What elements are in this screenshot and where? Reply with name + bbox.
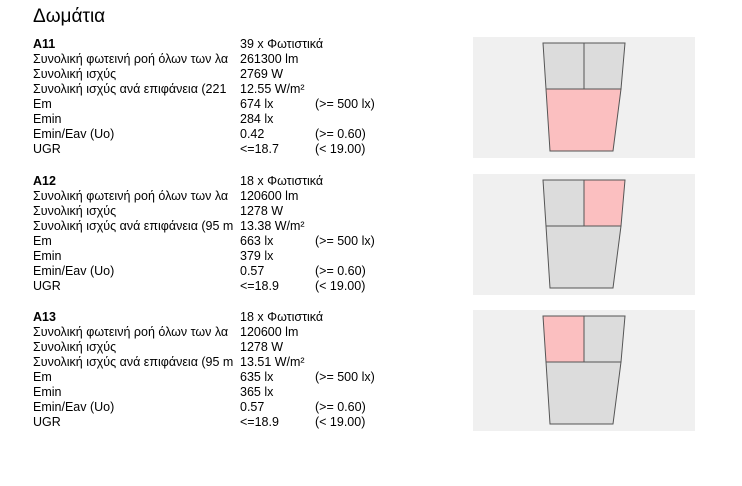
power-value: 2769 W (240, 67, 284, 81)
emin-value: 284 lx (240, 112, 274, 126)
ugr-requirement: (< 19.00) (315, 415, 366, 429)
ugr-requirement: (< 19.00) (315, 142, 366, 156)
em-value: 663 lx (240, 234, 274, 248)
emin-value: 379 lx (240, 249, 274, 263)
em-requirement: (>= 500 lx) (315, 234, 375, 248)
em-label: Em (33, 234, 52, 248)
em-label: Em (33, 370, 52, 384)
floorplan-zone-bottom (545, 361, 622, 425)
power-density-value: 12.55 W/m² (240, 82, 305, 96)
em-requirement: (>= 500 lx) (315, 97, 375, 111)
luminaire-count: 39 x Φωτιστικά (240, 37, 324, 51)
room-floorplan-thumbnail (473, 310, 695, 431)
power-value: 1278 W (240, 340, 284, 354)
ugr-requirement: (< 19.00) (315, 279, 366, 293)
uniformity-value: 0.57 (240, 400, 265, 414)
power-value: 1278 W (240, 204, 284, 218)
power-label: Συνολική ισχύς (33, 340, 117, 354)
ugr-label: UGR (33, 415, 61, 429)
emin-value: 365 lx (240, 385, 274, 399)
flux-value: 120600 lm (240, 189, 299, 203)
em-value: 674 lx (240, 97, 274, 111)
emin-label: Emin (33, 112, 62, 126)
uniformity-label: Emin/Eav (Uo) (33, 400, 115, 414)
ugr-value: <=18.9 (240, 415, 279, 429)
floorplan-zone-top-left (542, 42, 585, 90)
uniformity-requirement: (>= 0.60) (315, 264, 366, 278)
room-floorplan-thumbnail (473, 37, 695, 158)
room-section-a11: A11 39 x Φωτιστικά Συνολική φωτεινή ροή … (33, 37, 733, 162)
ugr-value: <=18.9 (240, 279, 279, 293)
flux-label: Συνολική φωτεινή ροή όλων των λα (33, 52, 229, 66)
floorplan-zone-bottom (545, 225, 622, 289)
floorplan-zone-top-right (583, 315, 626, 363)
floorplan-svg (542, 42, 626, 152)
uniformity-requirement: (>= 0.60) (315, 127, 366, 141)
em-requirement: (>= 500 lx) (315, 370, 375, 384)
power-density-value: 13.51 W/m² (240, 355, 305, 369)
floorplan-zone-top-right (583, 42, 626, 90)
em-value: 635 lx (240, 370, 274, 384)
uniformity-label: Emin/Eav (Uo) (33, 264, 115, 278)
uniformity-value: 0.57 (240, 264, 265, 278)
emin-label: Emin (33, 385, 62, 399)
flux-label: Συνολική φωτεινή ροή όλων των λα (33, 189, 229, 203)
room-floorplan-thumbnail (473, 174, 695, 295)
power-label: Συνολική ισχύς (33, 204, 117, 218)
power-label: Συνολική ισχύς (33, 67, 117, 81)
floorplan-zone-top-left (542, 179, 585, 227)
flux-value: 120600 lm (240, 325, 299, 339)
uniformity-label: Emin/Eav (Uo) (33, 127, 115, 141)
power-density-value: 13.38 W/m² (240, 219, 305, 233)
room-name: A12 (33, 174, 56, 188)
floorplan-zone-top-right (583, 179, 626, 227)
floorplan-svg (542, 315, 626, 425)
power-density-label: Συνολική ισχύς ανά επιφάνεια (95 m (33, 219, 234, 233)
room-section-a12: A12 18 x Φωτιστικά Συνολική φωτεινή ροή … (33, 174, 733, 299)
room-section-a13: A13 18 x Φωτιστικά Συνολική φωτεινή ροή … (33, 310, 733, 435)
uniformity-value: 0.42 (240, 127, 265, 141)
room-name: A11 (33, 37, 56, 51)
em-label: Em (33, 97, 52, 111)
uniformity-requirement: (>= 0.60) (315, 400, 366, 414)
flux-value: 261300 lm (240, 52, 299, 66)
ugr-label: UGR (33, 142, 61, 156)
floorplan-zone-top-left (542, 315, 585, 363)
floorplan-zone-bottom (545, 88, 622, 152)
ugr-label: UGR (33, 279, 61, 293)
emin-label: Emin (33, 249, 62, 263)
flux-label: Συνολική φωτεινή ροή όλων των λα (33, 325, 229, 339)
room-name: A13 (33, 310, 56, 324)
power-density-label: Συνολική ισχύς ανά επιφάνεια (221 (33, 82, 227, 96)
page-title: Δωμάτια (33, 6, 106, 27)
ugr-value: <=18.7 (240, 142, 279, 156)
luminaire-count: 18 x Φωτιστικά (240, 310, 324, 324)
floorplan-svg (542, 179, 626, 289)
luminaire-count: 18 x Φωτιστικά (240, 174, 324, 188)
power-density-label: Συνολική ισχύς ανά επιφάνεια (95 m (33, 355, 234, 369)
